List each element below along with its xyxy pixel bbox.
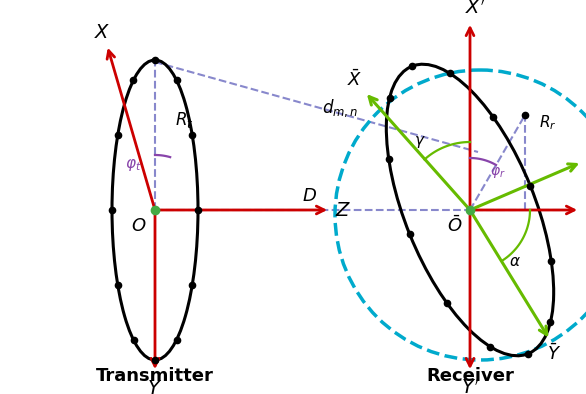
Text: $\gamma$: $\gamma$ <box>414 134 426 150</box>
Text: $\bar{O}$: $\bar{O}$ <box>447 216 462 236</box>
Text: $\bar{Y}$: $\bar{Y}$ <box>547 344 561 364</box>
Text: $O$: $O$ <box>131 217 146 235</box>
Text: $\varphi_r$: $\varphi_r$ <box>490 165 506 180</box>
Text: $\varphi_t$: $\varphi_t$ <box>125 157 141 173</box>
Text: Transmitter: Transmitter <box>96 367 214 385</box>
Text: $R_t$: $R_t$ <box>175 110 193 130</box>
Text: Receiver: Receiver <box>426 367 514 385</box>
Text: $\bar{X}$: $\bar{X}$ <box>347 70 363 90</box>
Text: $X$: $X$ <box>94 22 110 41</box>
Text: $D$: $D$ <box>302 187 318 205</box>
Text: $Y'$: $Y'$ <box>461 378 479 394</box>
Text: $R_r$: $R_r$ <box>539 113 557 132</box>
Text: $\alpha$: $\alpha$ <box>509 255 521 269</box>
Text: $Y$: $Y$ <box>148 379 162 394</box>
Text: $d_{m,n}$: $d_{m,n}$ <box>322 97 358 119</box>
Text: $Z$: $Z$ <box>335 201 351 219</box>
Text: $X'$: $X'$ <box>465 0 486 18</box>
